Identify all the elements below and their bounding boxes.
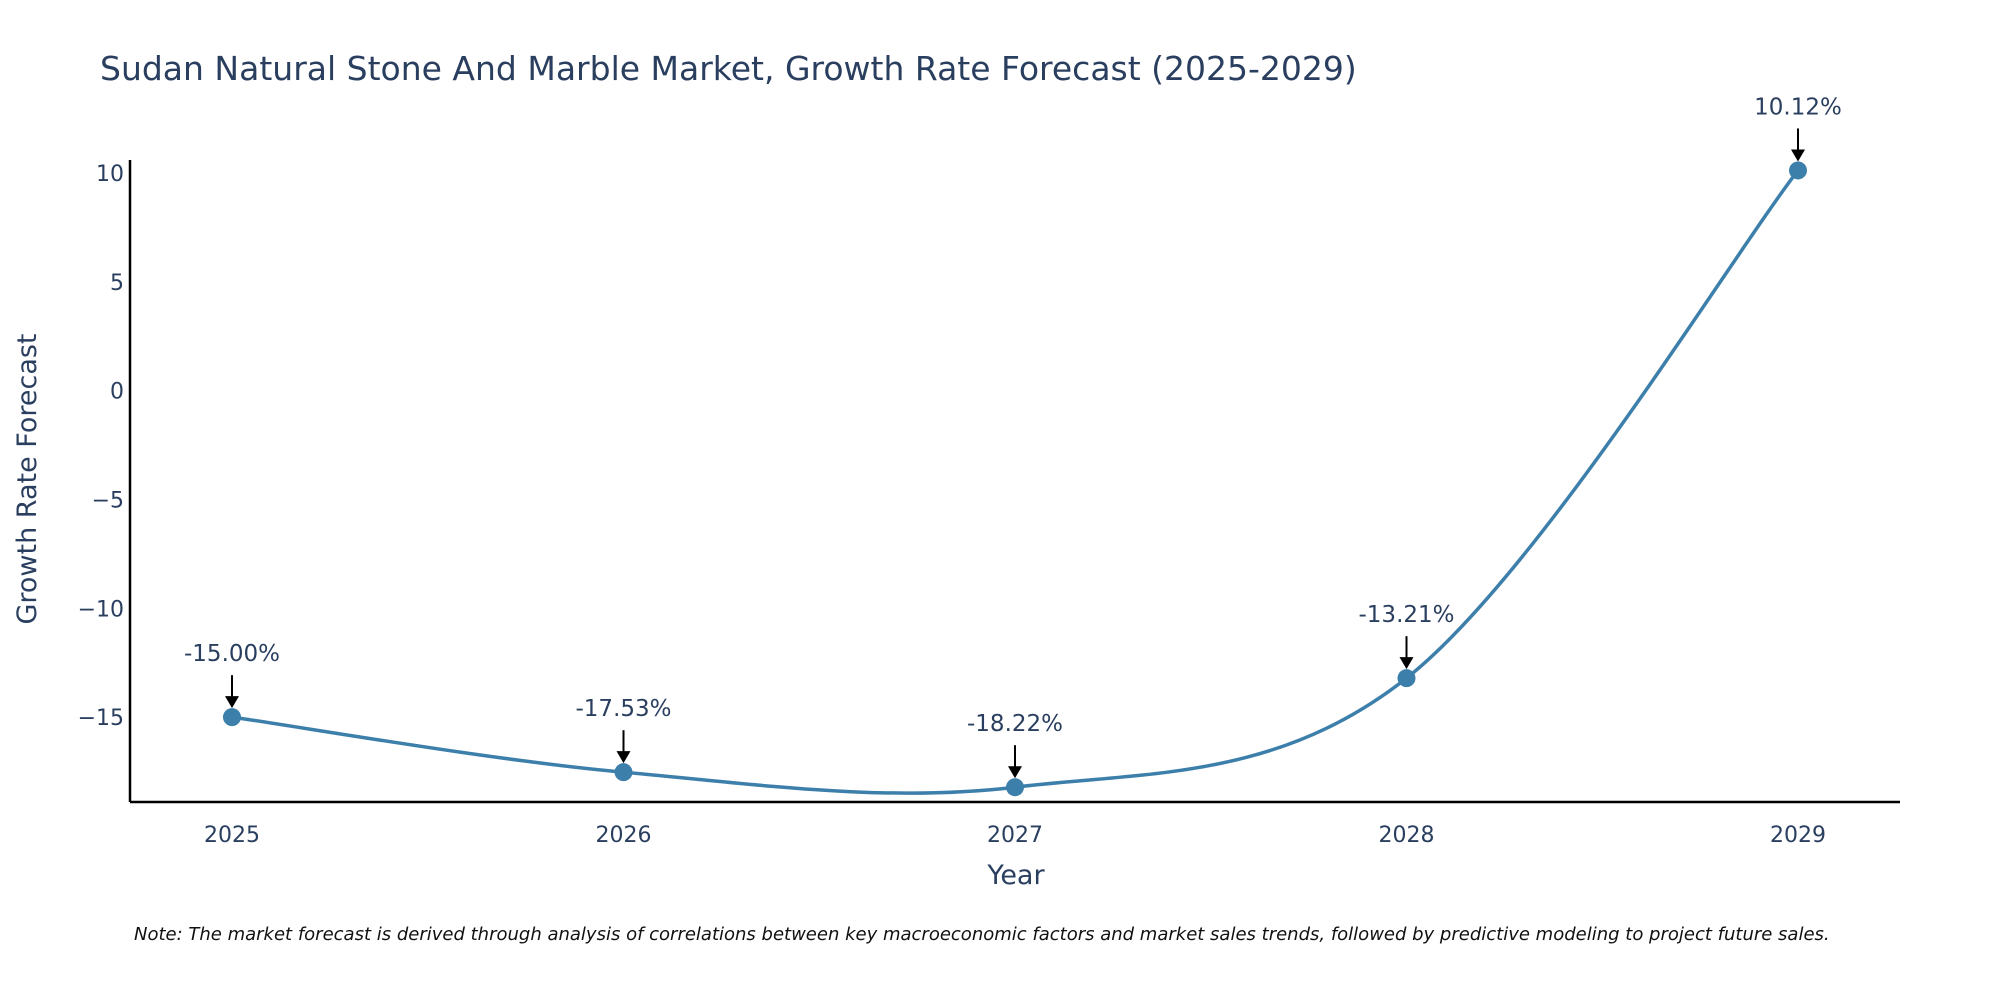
annotation-arrowhead-2027 xyxy=(1008,766,1022,779)
annotation-arrowhead-2025 xyxy=(225,696,239,709)
y-tick-label: −15 xyxy=(78,706,124,731)
x-tick-label: 2025 xyxy=(204,823,260,848)
chart-title: Sudan Natural Stone And Marble Market, G… xyxy=(100,49,1357,88)
data-markers xyxy=(223,161,1807,797)
x-tick-label: 2028 xyxy=(1379,823,1435,848)
data-point-2027 xyxy=(1006,778,1024,797)
x-axis-ticks: 2025 2026 2027 2028 2029 xyxy=(204,823,1826,848)
y-tick-label: 5 xyxy=(110,271,124,296)
data-label-2026: -17.53% xyxy=(576,696,672,722)
series-line xyxy=(231,169,1800,795)
y-axis-title: Growth Rate Forecast xyxy=(12,333,43,624)
y-tick-label: −10 xyxy=(78,597,124,622)
data-label-2025: -15.00% xyxy=(184,641,280,667)
x-axis-title: Year xyxy=(986,860,1045,891)
data-label-2028: -13.21% xyxy=(1359,602,1455,628)
data-point-2025 xyxy=(223,708,241,727)
x-tick-label: 2027 xyxy=(987,823,1043,848)
data-annotations: -15.00% -17.53% -18.22% -13.21% 10.12% xyxy=(184,94,1842,779)
annotation-arrowhead-2026 xyxy=(616,751,631,764)
x-tick-label: 2029 xyxy=(1770,823,1826,848)
y-tick-label: 10 xyxy=(96,162,124,187)
data-point-2026 xyxy=(614,763,633,782)
data-point-2028 xyxy=(1397,669,1416,688)
data-point-2029 xyxy=(1789,161,1807,180)
data-label-2029: 10.12% xyxy=(1754,94,1842,120)
y-axis-ticks: 10 5 0 −5 −10 −15 xyxy=(78,162,124,731)
x-tick-label: 2026 xyxy=(596,823,652,848)
annotation-arrowhead-2029 xyxy=(1791,149,1805,162)
data-label-2027: -18.22% xyxy=(967,711,1063,737)
y-tick-label: −5 xyxy=(92,488,124,513)
y-tick-label: 0 xyxy=(110,380,124,405)
annotation-arrowhead-2028 xyxy=(1399,657,1414,670)
footnote: Note: The market forecast is derived thr… xyxy=(134,924,1830,945)
